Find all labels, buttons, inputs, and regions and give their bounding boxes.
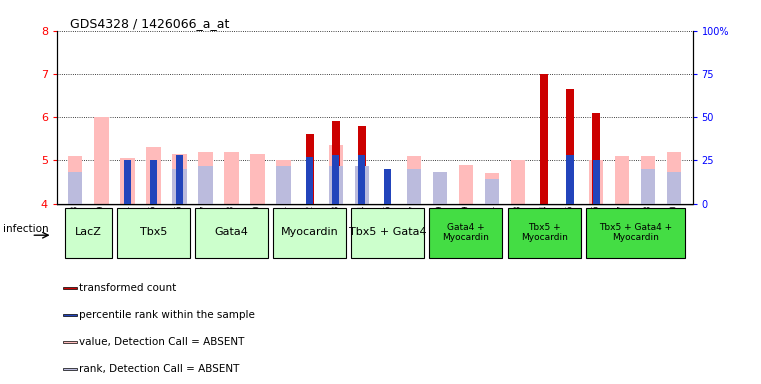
Bar bbox=[429, 208, 502, 258]
Text: Tbx5 + Gata4: Tbx5 + Gata4 bbox=[349, 227, 427, 237]
Bar bbox=[68, 172, 82, 204]
Text: Gata4: Gata4 bbox=[215, 227, 249, 237]
Bar bbox=[589, 161, 603, 204]
Bar bbox=[63, 314, 78, 316]
Bar bbox=[199, 166, 212, 204]
Bar bbox=[358, 155, 365, 204]
Bar bbox=[352, 208, 425, 258]
Bar bbox=[459, 165, 473, 204]
Bar bbox=[508, 208, 581, 258]
Bar bbox=[250, 154, 265, 204]
Text: Tbx5: Tbx5 bbox=[140, 227, 167, 237]
Bar bbox=[195, 208, 268, 258]
Text: Tbx5 + Gata4 +
Myocardin: Tbx5 + Gata4 + Myocardin bbox=[599, 223, 672, 242]
Bar bbox=[117, 208, 190, 258]
Bar bbox=[306, 157, 314, 204]
Bar bbox=[306, 134, 314, 204]
Bar bbox=[276, 166, 291, 204]
Bar bbox=[615, 156, 629, 204]
Bar bbox=[593, 161, 600, 204]
Bar bbox=[65, 208, 112, 258]
Bar bbox=[433, 195, 447, 204]
Bar bbox=[94, 117, 109, 204]
Bar bbox=[332, 121, 339, 204]
Bar bbox=[485, 179, 499, 204]
Bar bbox=[540, 74, 548, 204]
Bar bbox=[176, 155, 183, 204]
Text: value, Detection Call = ABSENT: value, Detection Call = ABSENT bbox=[79, 337, 245, 347]
Text: percentile rank within the sample: percentile rank within the sample bbox=[79, 310, 255, 320]
Bar bbox=[329, 145, 343, 204]
Bar bbox=[667, 152, 681, 204]
Bar bbox=[511, 161, 525, 204]
Bar bbox=[406, 169, 421, 204]
Bar bbox=[433, 172, 447, 204]
Text: Myocardin: Myocardin bbox=[281, 227, 339, 237]
Bar bbox=[150, 161, 157, 204]
Bar bbox=[63, 367, 78, 370]
Bar bbox=[586, 208, 685, 258]
Bar bbox=[68, 156, 82, 204]
Text: transformed count: transformed count bbox=[79, 283, 177, 293]
Text: Gata4 +
Myocardin: Gata4 + Myocardin bbox=[442, 223, 489, 242]
Bar bbox=[332, 155, 339, 204]
Bar bbox=[199, 152, 212, 204]
Bar bbox=[667, 172, 681, 204]
Text: GDS4328 / 1426066_a_at: GDS4328 / 1426066_a_at bbox=[70, 17, 229, 30]
Bar bbox=[124, 161, 131, 204]
Bar bbox=[641, 156, 655, 204]
Bar bbox=[566, 89, 574, 204]
Bar bbox=[329, 166, 343, 204]
Bar bbox=[172, 169, 186, 204]
Bar bbox=[485, 173, 499, 204]
Bar bbox=[406, 156, 421, 204]
Text: infection: infection bbox=[3, 224, 49, 235]
Bar bbox=[384, 169, 391, 204]
Text: rank, Detection Call = ABSENT: rank, Detection Call = ABSENT bbox=[79, 364, 240, 374]
Text: LacZ: LacZ bbox=[75, 227, 102, 237]
Bar bbox=[120, 158, 135, 204]
Bar bbox=[355, 166, 369, 204]
Bar bbox=[149, 166, 158, 204]
Bar bbox=[641, 169, 655, 204]
Bar bbox=[172, 154, 186, 204]
Text: Tbx5 +
Myocardin: Tbx5 + Myocardin bbox=[521, 223, 568, 242]
Bar bbox=[592, 113, 600, 204]
Bar bbox=[358, 126, 366, 204]
Bar bbox=[276, 161, 291, 204]
Bar bbox=[224, 152, 239, 204]
Bar bbox=[63, 287, 78, 289]
Bar bbox=[63, 341, 78, 343]
Bar bbox=[146, 147, 161, 204]
Bar bbox=[566, 155, 574, 204]
Bar bbox=[273, 208, 346, 258]
